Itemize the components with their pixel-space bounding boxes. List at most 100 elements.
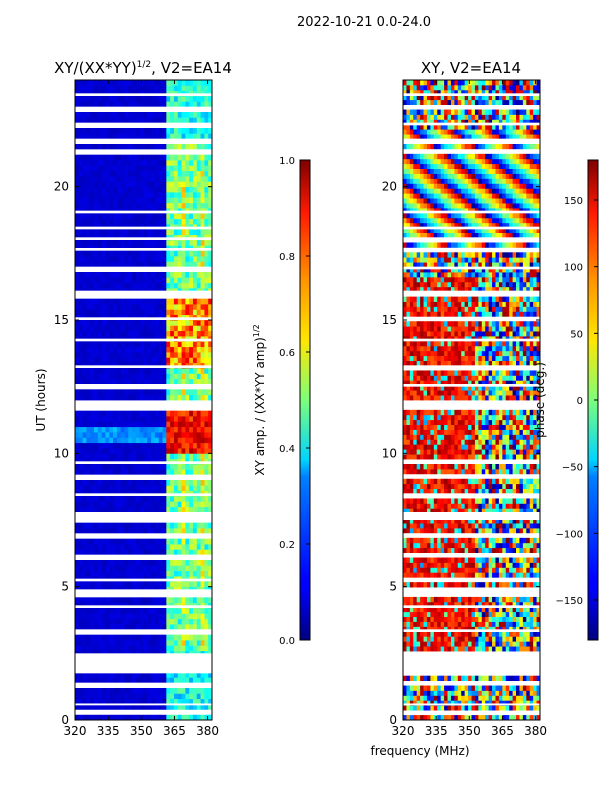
heatmap-cell xyxy=(509,646,513,652)
heatmap-cell xyxy=(101,485,106,492)
heatmap-cell xyxy=(177,197,182,204)
heatmap-cell xyxy=(533,508,537,514)
heatmap-cell xyxy=(109,133,114,140)
heatmap-cell xyxy=(481,572,486,578)
heatmap-cell xyxy=(86,448,91,454)
heatmap-cell xyxy=(433,488,438,494)
heatmap-cell xyxy=(185,378,190,385)
heatmap-cell xyxy=(208,613,212,620)
heatmap-cell xyxy=(204,581,209,588)
heatmap-cell xyxy=(143,698,148,705)
heatmap-cell xyxy=(185,469,190,476)
heatmap-cell xyxy=(471,641,476,647)
heatmap-cell xyxy=(406,537,411,544)
heatmap-cell xyxy=(413,685,418,691)
heatmap-cell xyxy=(78,501,84,508)
heatmap-cell xyxy=(120,112,125,118)
heatmap-cell xyxy=(162,357,167,364)
heatmap-cell xyxy=(474,641,479,647)
heatmap-cell xyxy=(423,557,428,563)
heatmap-cell xyxy=(75,432,80,438)
heatmap-cell xyxy=(166,501,171,508)
heatmap-cell xyxy=(529,488,534,494)
heatmap-cell xyxy=(509,715,513,720)
heatmap-cell xyxy=(192,181,198,188)
heatmap-cell xyxy=(192,453,198,460)
heatmap-cell xyxy=(450,508,455,514)
heatmap-cell xyxy=(447,601,452,608)
heatmap-cell xyxy=(204,170,209,177)
heatmap-cell xyxy=(109,282,114,289)
heatmap-cell xyxy=(464,641,469,647)
heatmap-cell xyxy=(128,117,133,124)
heatmap-cell xyxy=(128,448,133,454)
heatmap-cell xyxy=(75,426,80,433)
heatmap-cell xyxy=(158,570,163,577)
heatmap-cell xyxy=(124,714,129,720)
heatmap-cell xyxy=(177,565,182,572)
heatmap-cell xyxy=(416,611,421,618)
heatmap-cell xyxy=(109,506,114,513)
heatmap-cell xyxy=(474,636,479,642)
heatmap-cell xyxy=(200,341,205,348)
heatmap-cell xyxy=(512,498,517,504)
heatmap-cell xyxy=(139,229,144,236)
heatmap-cell xyxy=(139,341,144,348)
heatmap-cell xyxy=(162,144,167,150)
heatmap-cell xyxy=(94,522,99,529)
heatmap-cell xyxy=(109,522,114,529)
heatmap-cell xyxy=(204,608,209,614)
heatmap-cell xyxy=(97,357,103,364)
heatmap-cell xyxy=(151,389,156,396)
flagged-row xyxy=(75,290,212,296)
heatmap-cell xyxy=(128,192,133,198)
heatmap-cell xyxy=(474,498,479,504)
heatmap-cell xyxy=(94,501,99,508)
heatmap-cell xyxy=(124,357,129,364)
heatmap-cell xyxy=(533,498,537,504)
heatmap-cell xyxy=(498,537,503,544)
heatmap-cell xyxy=(192,192,198,198)
heatmap-cell xyxy=(94,485,99,492)
heatmap-cell xyxy=(90,229,95,236)
heatmap-cell xyxy=(162,624,167,630)
heatmap-cell xyxy=(173,320,179,326)
heatmap-cell xyxy=(447,631,452,637)
heatmap-cell xyxy=(474,483,479,490)
amp-panel-title: XY/(XX*YY)1/2, V2=EA14 xyxy=(54,59,232,77)
heatmap-cell xyxy=(192,448,198,454)
heatmap-cell xyxy=(413,596,418,603)
heatmap-cell xyxy=(177,672,182,678)
heatmap-cell xyxy=(139,192,144,198)
heatmap-cell xyxy=(488,572,493,578)
heatmap-cell xyxy=(170,373,175,380)
heatmap-cell xyxy=(189,522,194,529)
heatmap-cell xyxy=(173,394,179,401)
heatmap-cell xyxy=(135,560,141,566)
heatmap-cell xyxy=(75,330,80,337)
heatmap-cell xyxy=(488,582,493,588)
heatmap-cell xyxy=(90,570,95,577)
heatmap-cell xyxy=(147,213,152,220)
heatmap-cell xyxy=(200,714,205,720)
heatmap-cell xyxy=(485,557,490,563)
heatmap-cell xyxy=(151,437,156,444)
heatmap-cell xyxy=(181,698,186,705)
heatmap-cell xyxy=(101,570,106,577)
heatmap-cell xyxy=(75,320,80,326)
heatmap-cell xyxy=(97,704,103,710)
heatmap-cell xyxy=(105,677,110,684)
heatmap-cell xyxy=(158,229,163,236)
heatmap-cell xyxy=(529,518,534,524)
heatmap-cell xyxy=(200,485,205,492)
heatmap-cell xyxy=(464,572,469,578)
heatmap-cell xyxy=(143,714,148,720)
heatmap-cell xyxy=(464,611,469,618)
heatmap-cell xyxy=(189,160,194,166)
heatmap-cell xyxy=(82,442,87,449)
heatmap-cell xyxy=(124,309,129,316)
heatmap-cell xyxy=(82,160,87,166)
heatmap-cell xyxy=(94,597,99,604)
heatmap-cell xyxy=(430,488,435,494)
heatmap-cell xyxy=(196,538,201,545)
